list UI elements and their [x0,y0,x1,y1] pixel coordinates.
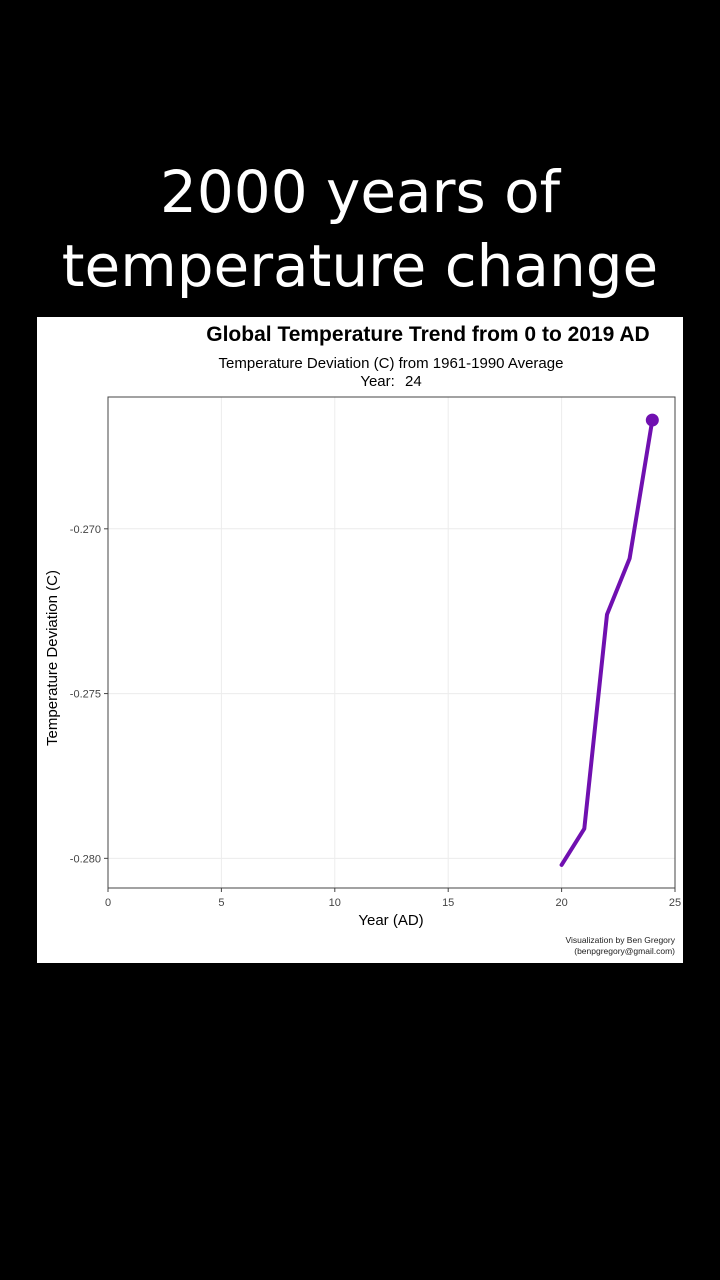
x-tick-label-2: 10 [329,897,341,909]
credit-line-1: Visualization by Ben Gregory [566,935,676,945]
series-line-0 [559,418,655,867]
x-tick-label-0: 0 [105,897,111,909]
chart-subtitle: Temperature Deviation (C) from 1961-1990… [219,355,564,372]
x-tick-label-4: 20 [555,897,567,909]
caption-line-2: temperature change [61,232,659,300]
x-axis-ticks: 0 5 10 15 20 25 [105,888,681,909]
video-caption: 2000 years of temperature change [0,155,720,303]
year-indicator: Year: 24 [360,373,421,390]
y-tick-label-2: -0.270 [70,524,101,536]
year-indicator-value: 24 [405,373,422,390]
y-axis-ticks: -0.280 -0.275 -0.270 [70,524,108,865]
plot-frame [107,396,676,889]
x-tick-label-1: 5 [218,897,224,909]
series-end-marker-0 [645,413,659,427]
chart-panel: Global Temperature Trend from 0 to 2019 … [37,317,683,963]
series-layer [559,413,659,867]
x-tick-label-5: 25 [669,897,681,909]
chart-title: Global Temperature Trend from 0 to 2019 … [206,323,649,346]
y-tick-label-1: -0.275 [70,689,101,701]
y-tick-label-0: -0.280 [70,853,101,865]
credit-line-2: (benpgregory@gmail.com) [574,946,675,956]
y-axis-label: Temperature Deviation (C) [44,570,61,746]
x-axis-label: Year (AD) [358,912,423,929]
grid-lines [107,397,676,888]
year-indicator-label: Year: [360,373,394,390]
caption-line-1: 2000 years of [160,158,560,226]
x-tick-label-3: 15 [442,897,454,909]
temperature-chart: Global Temperature Trend from 0 to 2019 … [44,323,681,956]
